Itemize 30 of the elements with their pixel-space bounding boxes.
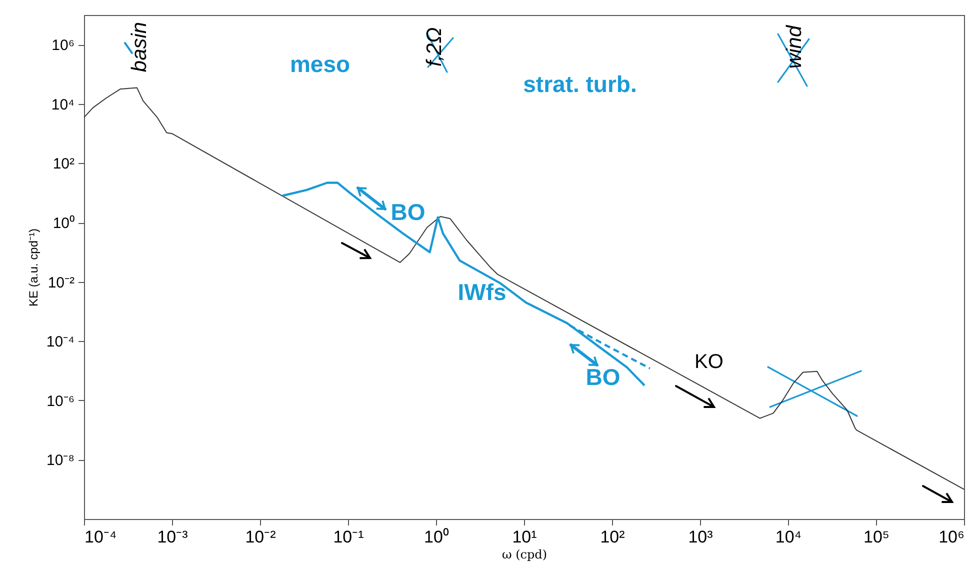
y-tick-label: 10⁶ [52,37,74,54]
x-tick-label: 10⁴ [775,528,802,546]
x-tick-label: 10² [600,528,626,546]
x-tick-label: 10⁶ [938,528,964,546]
y-tick-label: 10⁻⁴ [46,334,74,351]
y-tick-label: 10⁴ [51,96,74,114]
y-tick-label: 10⁻² [48,274,74,292]
x-tick-label: 10⁰ [424,528,449,546]
x-tick-label: 10⁻³ [157,528,188,546]
x-tick-label: 10⁵ [864,528,890,546]
x-axis-title: ω (cpd) [502,548,548,562]
y-tick-label: 10⁻⁸ [46,452,74,470]
x-tick-label: 10⁻⁴ [84,528,117,546]
x-tick-label: 10³ [688,528,714,546]
annotation: strat. turb. [523,71,637,97]
y-tick-label: 10⁻⁶ [46,392,74,410]
annotation: IWfs [458,279,506,305]
x-tick-label: 10⁻² [245,528,276,546]
annotation: meso [290,51,350,77]
annotation: basin [128,22,151,72]
annotation: BO [390,199,426,225]
annotation: BO [586,364,620,390]
annotation: wind [783,24,806,69]
x-tick-label: 10⁻¹ [333,528,364,546]
y-axis-title: KE (a.u. cpd⁻¹) [26,228,40,307]
y-tick-label: 10⁰ [52,215,74,232]
annotation: KO [694,351,724,373]
annotation: f,2Ω [423,27,446,67]
x-tick-label: 10¹ [512,528,538,546]
y-tick-label: 10² [52,156,74,173]
